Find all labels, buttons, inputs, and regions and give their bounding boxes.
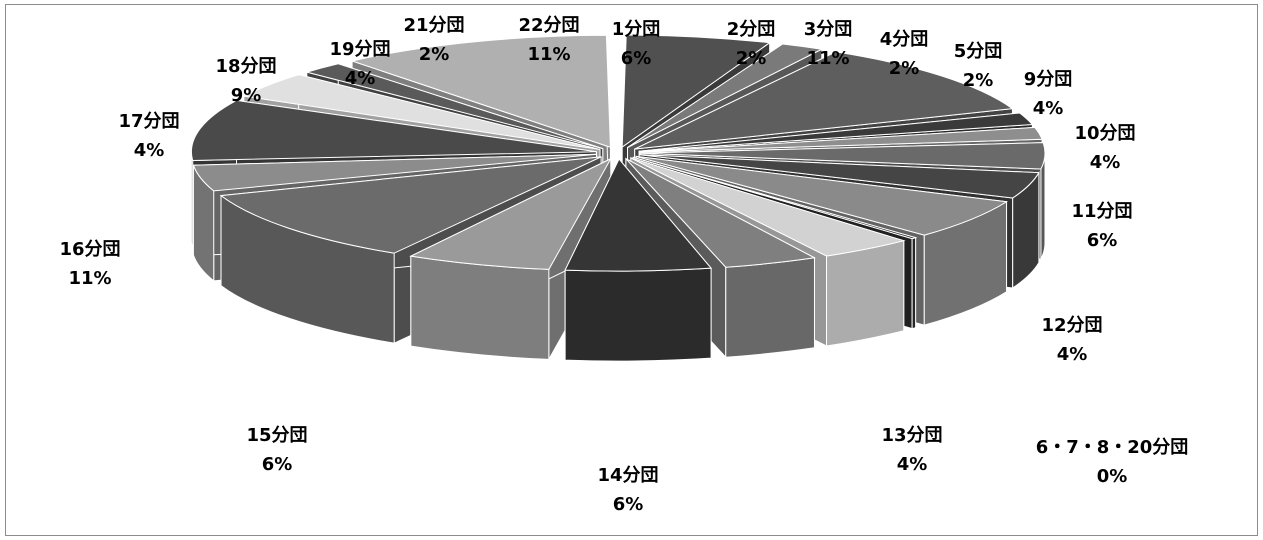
pie-slice (409, 156, 612, 362)
slice-percent-label: 4% (345, 68, 376, 89)
slice-outer-wall (911, 237, 917, 330)
slice-outer-wall (410, 255, 550, 360)
slice-top (192, 153, 597, 192)
slice-top (627, 43, 824, 148)
slice-category-label: 4分団 (880, 29, 929, 50)
slice-top (639, 142, 1046, 170)
slice-top (621, 34, 772, 149)
slice-category-label: 15分団 (246, 425, 307, 446)
slice-outer-wall (725, 257, 815, 358)
slice-top (564, 158, 713, 272)
slice-category-label: 22分団 (518, 15, 579, 36)
slice-percent-label: 0% (1097, 466, 1128, 487)
slice-category-label: 14分団 (597, 465, 658, 486)
slice-percent-label: 6% (621, 48, 652, 69)
slice-category-label: 5分団 (954, 41, 1003, 62)
slice-top (625, 158, 817, 268)
slice-percent-label: 11% (527, 44, 570, 65)
slice-top (634, 51, 1014, 150)
slice-percent-label: 11% (806, 48, 849, 69)
chart-frame: 1分団 6% 2分団 2% 3分団 11% 4分団 2% 5分団 2% 9分団 4% 10分団 4% 11分… (5, 4, 1258, 536)
slice-percent-label: 9% (231, 85, 262, 106)
slice-percent-label: 4% (1033, 98, 1064, 119)
slice-outer-wall (1040, 153, 1046, 260)
slice-percent-label: 6% (613, 494, 644, 515)
slice-top (636, 155, 1008, 236)
slice-category-label: 13分団 (881, 425, 942, 446)
slice-category-label: 3分団 (804, 19, 853, 40)
slice-category-label: 16分団 (59, 239, 120, 260)
slice-top (639, 126, 1043, 153)
slice-percent-label: 4% (897, 454, 928, 475)
slice-top (242, 74, 601, 150)
slice-percent-label: 4% (134, 140, 165, 161)
slice-category-label: 12分団 (1041, 315, 1102, 336)
slice-percent-label: 11% (68, 268, 111, 289)
slice-category-label: 9分団 (1024, 69, 1073, 90)
slice-outer-wall (190, 151, 194, 251)
slice-category-label: 11分団 (1071, 201, 1132, 222)
slice-outer-wall (826, 240, 905, 347)
slice-category-label: 19分団 (329, 39, 390, 60)
slice-category-label: 21分団 (403, 15, 464, 36)
slice-top (219, 156, 602, 254)
slice-percent-label: 4% (1057, 344, 1088, 365)
slice-category-label: 2分団 (727, 19, 776, 40)
pie-chart: 1分団 6% 2分団 2% 3分団 11% 4分団 2% 5分団 2% 9分団 4% 10分団 4% 11分… (59, 15, 1189, 515)
slice-top (409, 157, 612, 270)
slice-top (190, 99, 597, 161)
slice-percent-label: 2% (419, 44, 450, 65)
slice-category-label: 1分団 (612, 19, 661, 40)
slice-percent-label: 6% (262, 454, 293, 475)
slice-percent-label: 2% (963, 70, 994, 91)
slice-category-label: 17分団 (118, 111, 179, 132)
slice-top (638, 112, 1034, 152)
slice-percent-label: 4% (1090, 152, 1121, 173)
slice-category-label: 10分団 (1074, 123, 1135, 144)
slice-top (304, 63, 603, 150)
slice-percent-label: 2% (889, 58, 920, 79)
slice-outer-wall (564, 267, 712, 362)
slice-top (633, 156, 918, 240)
slice-top (350, 34, 611, 148)
pie-slice (564, 157, 713, 362)
slice-category-label: 6・7・8・20分団 (1036, 437, 1189, 458)
slice-top (630, 157, 906, 257)
slice-percent-label: 2% (736, 48, 767, 69)
slice-percent-label: 6% (1087, 230, 1118, 251)
slice-top (639, 154, 1040, 199)
slice-category-label: 18分団 (215, 56, 276, 77)
